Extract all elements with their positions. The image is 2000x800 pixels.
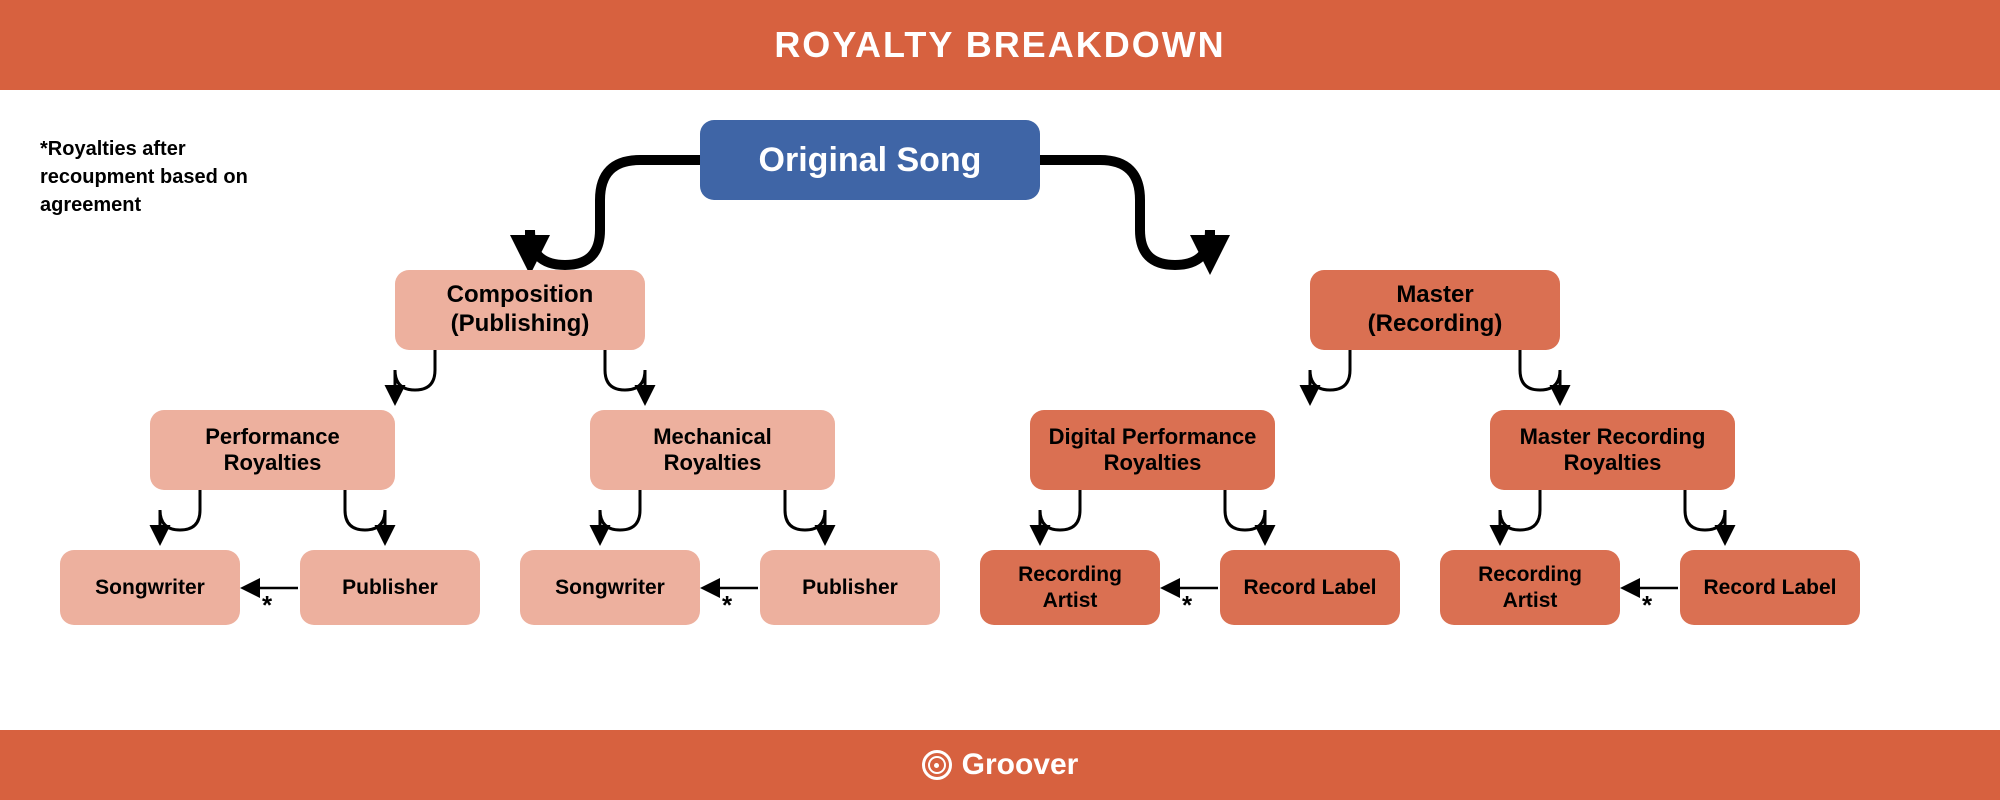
node-composition: Composition (Publishing) <box>395 270 645 350</box>
node-master: Master (Recording) <box>1310 270 1560 350</box>
asterisk-3: * <box>1182 590 1192 621</box>
node-recording-artist-2: Recording Artist <box>1440 550 1620 625</box>
brand-name: Groover <box>962 748 1079 782</box>
groover-logo-icon <box>922 750 952 780</box>
node-mechanical-royalties: Mechanical Royalties <box>590 410 835 490</box>
footnote-text: *Royalties after recoupment based on agr… <box>40 135 280 219</box>
diagram-area: *Royalties after recoupment based on agr… <box>0 90 2000 730</box>
asterisk-2: * <box>722 590 732 621</box>
footer-bar: Groover <box>0 730 2000 800</box>
node-songwriter-1: Songwriter <box>60 550 240 625</box>
node-recording-artist-1: Recording Artist <box>980 550 1160 625</box>
header-bar: ROYALTY BREAKDOWN <box>0 0 2000 90</box>
node-publisher-2: Publisher <box>760 550 940 625</box>
asterisk-1: * <box>262 590 272 621</box>
asterisk-4: * <box>1642 590 1652 621</box>
node-record-label-1: Record Label <box>1220 550 1400 625</box>
node-original-song: Original Song <box>700 120 1040 200</box>
node-master-recording-royalties: Master Recording Royalties <box>1490 410 1735 490</box>
node-performance-royalties: Performance Royalties <box>150 410 395 490</box>
page-title: ROYALTY BREAKDOWN <box>774 24 1225 66</box>
node-digital-performance-royalties: Digital Performance Royalties <box>1030 410 1275 490</box>
node-publisher-1: Publisher <box>300 550 480 625</box>
node-record-label-2: Record Label <box>1680 550 1860 625</box>
node-songwriter-2: Songwriter <box>520 550 700 625</box>
